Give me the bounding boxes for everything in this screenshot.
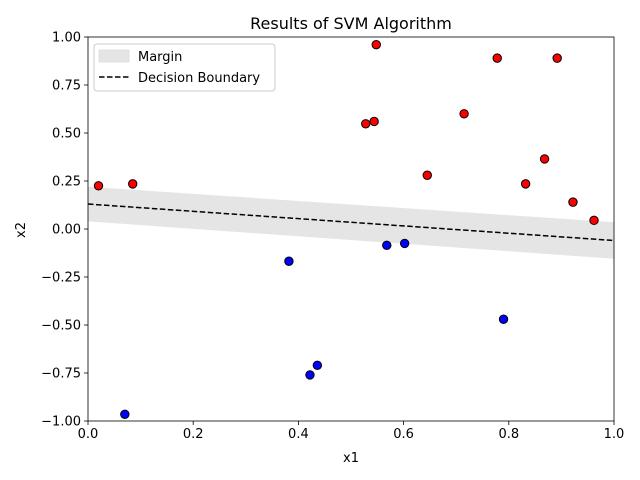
data-point-series-1 bbox=[93, 181, 104, 191]
data-point-series-1 bbox=[369, 116, 379, 127]
legend-margin-swatch bbox=[98, 49, 130, 63]
data-point-series-1 bbox=[361, 119, 371, 129]
data-point-series-1 bbox=[552, 53, 562, 63]
y-tick-label: −0.25 bbox=[41, 271, 81, 286]
margin-band bbox=[88, 186, 614, 259]
data-point-series-1 bbox=[128, 179, 138, 189]
x-tick-label: 0.6 bbox=[393, 427, 414, 442]
y-axis-label: x2 bbox=[14, 222, 29, 238]
data-point-series-2 bbox=[284, 256, 294, 266]
data-point-series-1 bbox=[520, 179, 531, 189]
y-tick-label: −0.75 bbox=[41, 367, 81, 382]
y-tick-label: −0.50 bbox=[41, 319, 81, 334]
y-axis-ticks: −1.00 −0.75 −0.50 −0.25 0.00 0.25 0.50 0.75 1.00 bbox=[41, 31, 88, 430]
x-tick-label: 0.8 bbox=[498, 427, 519, 442]
data-point-series-1 bbox=[371, 39, 381, 50]
data-point-series-1 bbox=[539, 154, 550, 164]
x-tick-label: 1.0 bbox=[604, 427, 625, 442]
y-tick-label: 0.75 bbox=[52, 79, 81, 94]
y-tick-label: −1.00 bbox=[41, 415, 81, 430]
chart-title: Results of SVM Algorithm bbox=[250, 14, 452, 33]
x-tick-label: 0.2 bbox=[183, 427, 204, 442]
y-tick-label: 0.25 bbox=[52, 175, 81, 190]
x-tick-label: 0.0 bbox=[78, 427, 99, 442]
data-point-series-2 bbox=[399, 238, 410, 249]
data-point-series-1 bbox=[422, 170, 432, 180]
y-tick-label: 0.00 bbox=[52, 223, 81, 238]
data-point-series-2 bbox=[305, 370, 315, 380]
data-point-series-1 bbox=[492, 53, 502, 63]
data-point-series-2 bbox=[312, 360, 323, 371]
data-point-series-2 bbox=[382, 240, 392, 251]
legend-margin-label: Margin bbox=[138, 50, 182, 65]
data-point-series-1 bbox=[568, 197, 578, 207]
x-axis-label: x1 bbox=[343, 451, 359, 466]
x-axis-ticks: 0.0 0.2 0.4 0.6 0.8 1.0 bbox=[78, 421, 625, 442]
x-tick-label: 0.4 bbox=[288, 427, 309, 442]
data-point-series-2 bbox=[120, 409, 130, 419]
data-point-series-2 bbox=[498, 314, 509, 324]
data-points bbox=[93, 39, 599, 419]
legend-boundary-label: Decision Boundary bbox=[138, 71, 260, 86]
legend-box bbox=[93, 43, 276, 92]
data-point-series-1 bbox=[459, 109, 469, 119]
y-tick-label: 0.50 bbox=[52, 127, 81, 142]
y-tick-label: 1.00 bbox=[52, 31, 81, 46]
data-point-series-1 bbox=[589, 215, 599, 226]
legend: Margin Decision Boundary bbox=[93, 43, 276, 92]
